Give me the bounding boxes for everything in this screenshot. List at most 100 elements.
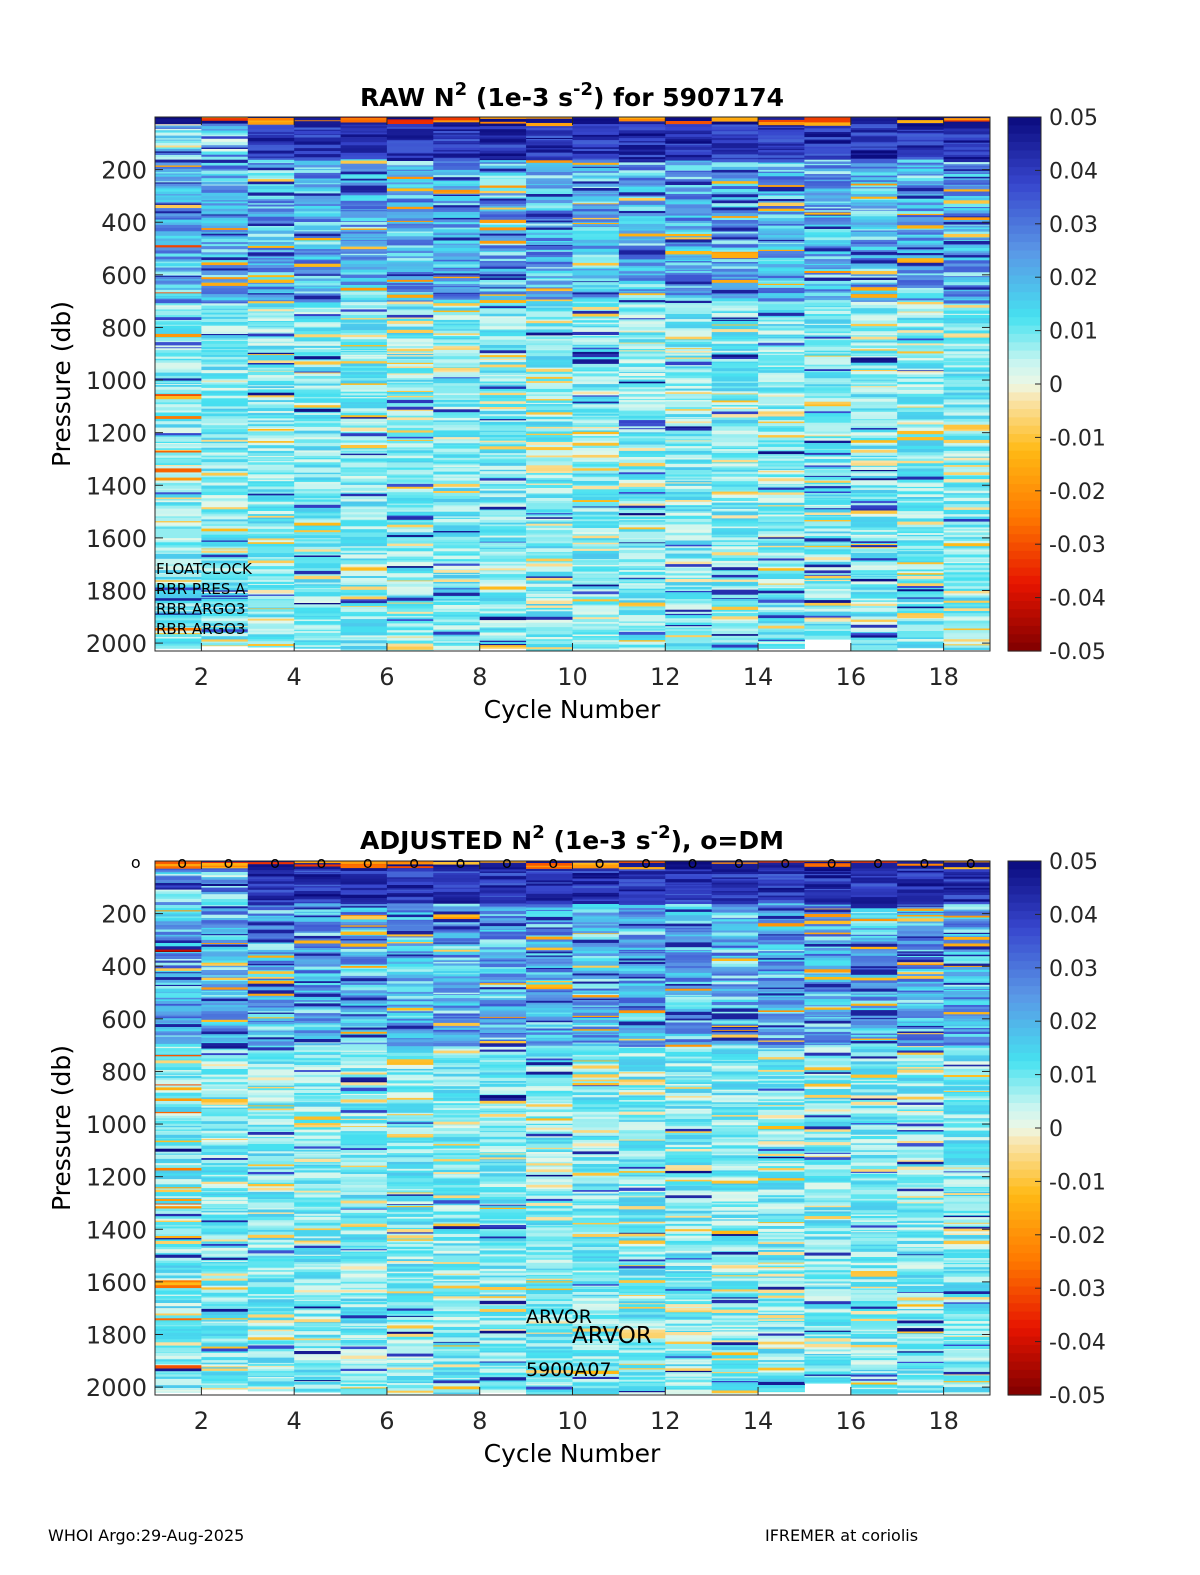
y-tick-label: 600: [101, 262, 147, 290]
adjusted-annotation-2: ARVOR: [572, 1323, 652, 1349]
adjusted-annotations: ARVOR ARVOR 5900A07: [526, 1306, 652, 1381]
colorbar-segment: [1008, 1336, 1041, 1346]
adjusted-colorbar: 0.05 0.04 0.03 0.02 0.01 0 -0.01 -0.02 -0.03 -0.0…: [1007, 850, 1106, 1409]
colorbar-segment: [1008, 358, 1041, 368]
colorbar-tick-label: 0.01: [1049, 320, 1098, 345]
colorbar-segment: [1008, 1169, 1041, 1179]
colorbar-segment: [1008, 1186, 1041, 1196]
colorbar-segment: [1008, 617, 1041, 627]
colorbar-segment: [1008, 952, 1041, 962]
colorbar-segment: [1008, 1077, 1041, 1087]
x-tick-label: 18: [928, 1407, 959, 1435]
x-tick-label: 14: [743, 663, 774, 691]
colorbar-segment: [1008, 250, 1041, 260]
colorbar-segment: [1008, 525, 1041, 535]
colorbar-segment: [1008, 1328, 1041, 1338]
adjusted-x-axis: 2 4 6 8 10 12 14 16 18: [194, 861, 959, 1435]
colorbar-segment: [1008, 1386, 1041, 1396]
dm-marker-cycle-8: o: [456, 853, 466, 872]
y-tick-label: 1200: [86, 1164, 147, 1192]
adjusted-heatmap-cells: [155, 861, 991, 1396]
colorbar-segment: [1008, 534, 1041, 544]
colorbar-segment: [1008, 886, 1041, 895]
colorbar-segment: [1008, 567, 1041, 577]
colorbar-segment: [1008, 986, 1041, 996]
heatmap-column-cycle-11: [618, 861, 666, 1395]
colorbar-tick-label: 0.05: [1049, 850, 1098, 875]
colorbar-segment: [1008, 1011, 1041, 1021]
colorbar-segment: [1008, 600, 1041, 610]
heatmap-column-cycle-1: [155, 861, 202, 1393]
raw-annotation-4: RBR ARGO3: [156, 620, 246, 638]
colorbar-segment: [1008, 1211, 1041, 1221]
colorbar-tick-label: 0.03: [1049, 957, 1098, 982]
heatmap-column-cycle-3: [247, 117, 295, 648]
y-tick-label: 1200: [86, 420, 147, 448]
colorbar-segment: [1008, 117, 1041, 126]
footer-left: WHOI Argo:29-Aug-2025: [48, 1526, 245, 1545]
colorbar-segment: [1008, 1278, 1041, 1288]
y-tick-label: 1800: [86, 577, 147, 605]
colorbar-tick-label: -0.02: [1049, 1224, 1106, 1249]
heatmap-column-cycle-18: [943, 861, 991, 1395]
colorbar-segment: [1008, 1353, 1041, 1363]
colorbar-segment: [1008, 150, 1041, 160]
colorbar-segment: [1008, 392, 1041, 402]
colorbar-segment: [1008, 509, 1041, 519]
colorbar-segment: [1008, 1002, 1041, 1012]
colorbar-tick-label: -0.02: [1049, 480, 1106, 505]
colorbar-segment: [1008, 292, 1041, 302]
raw-colorbar: 0.05 0.04 0.03 0.02 0.01 0 -0.01 -0.02 -0.03 -0.0…: [1007, 106, 1106, 665]
colorbar-tick-label: 0.01: [1049, 1064, 1098, 1089]
dm-marker-cycle-14: o: [734, 853, 744, 872]
raw-plot-area: [154, 116, 991, 652]
adjusted-y-axis-label: Pressure (db): [47, 1045, 76, 1211]
x-tick-label: 18: [928, 663, 959, 691]
colorbar-segment: [1008, 1369, 1041, 1379]
heatmap-column-cycle-17: [897, 861, 944, 1393]
colorbar-segment: [1008, 133, 1041, 143]
colorbar-segment: [1008, 450, 1041, 460]
raw-annotation-1: FLOATCLOCK: [156, 560, 253, 578]
adjusted-panel: ADJUSTED N2 (1e-3 s-2), o=DM o o o o o o o o o o o…: [47, 822, 1106, 1468]
colorbar-segment: [1008, 969, 1041, 979]
dm-marker-cycle-9: o: [502, 853, 512, 872]
colorbar-segment: [1008, 1144, 1041, 1154]
y-tick-label: 400: [101, 209, 147, 237]
heatmap-column-cycle-14: [758, 861, 805, 1393]
dm-marker-cycle-18: o: [920, 853, 930, 872]
colorbar-segment: [1008, 1253, 1041, 1263]
colorbar-segment: [1008, 1153, 1041, 1162]
y-tick-label: 400: [101, 953, 147, 981]
y-tick-label: 1000: [86, 1111, 147, 1139]
colorbar-segment: [1008, 308, 1041, 318]
colorbar-segment: [1008, 225, 1041, 235]
y-tick-label: 600: [101, 1006, 147, 1034]
colorbar-segment: [1008, 1061, 1041, 1071]
heatmap-column-cycle-5: [340, 117, 388, 652]
colorbar-segment: [1008, 1228, 1041, 1238]
colorbar-segment: [1008, 1203, 1041, 1213]
colorbar-segment: [1008, 625, 1041, 635]
dm-marker-cycle-7: o: [409, 853, 419, 872]
x-tick-label: 14: [743, 1407, 774, 1435]
dm-marker-cycle-19: o: [966, 853, 976, 872]
raw-annotation-2: RBR PRES A: [156, 580, 246, 598]
raw-annotations: FLOATCLOCK RBR PRES A RBR ARGO3 RBR ARGO…: [156, 560, 253, 638]
heatmap-column-cycle-15: [804, 117, 852, 640]
footer-right: IFREMER at coriolis: [765, 1526, 919, 1545]
colorbar-segment: [1008, 192, 1041, 202]
colorbar-segment: [1008, 267, 1041, 277]
x-tick-label: 4: [287, 663, 302, 691]
heatmap-column-cycle-14: [758, 117, 805, 649]
colorbar-segment: [1008, 1178, 1041, 1187]
heatmap-column-cycle-12: [665, 861, 713, 1396]
adjusted-x-axis-label: Cycle Number: [484, 1439, 661, 1468]
colorbar-segment: [1008, 1219, 1041, 1229]
colorbar-segment: [1008, 1303, 1041, 1313]
colorbar-tick-label: 0: [1049, 1117, 1063, 1142]
y-tick-label: 800: [101, 314, 147, 342]
y-tick-label: 1600: [86, 1269, 147, 1297]
x-tick-label: 2: [194, 663, 209, 691]
